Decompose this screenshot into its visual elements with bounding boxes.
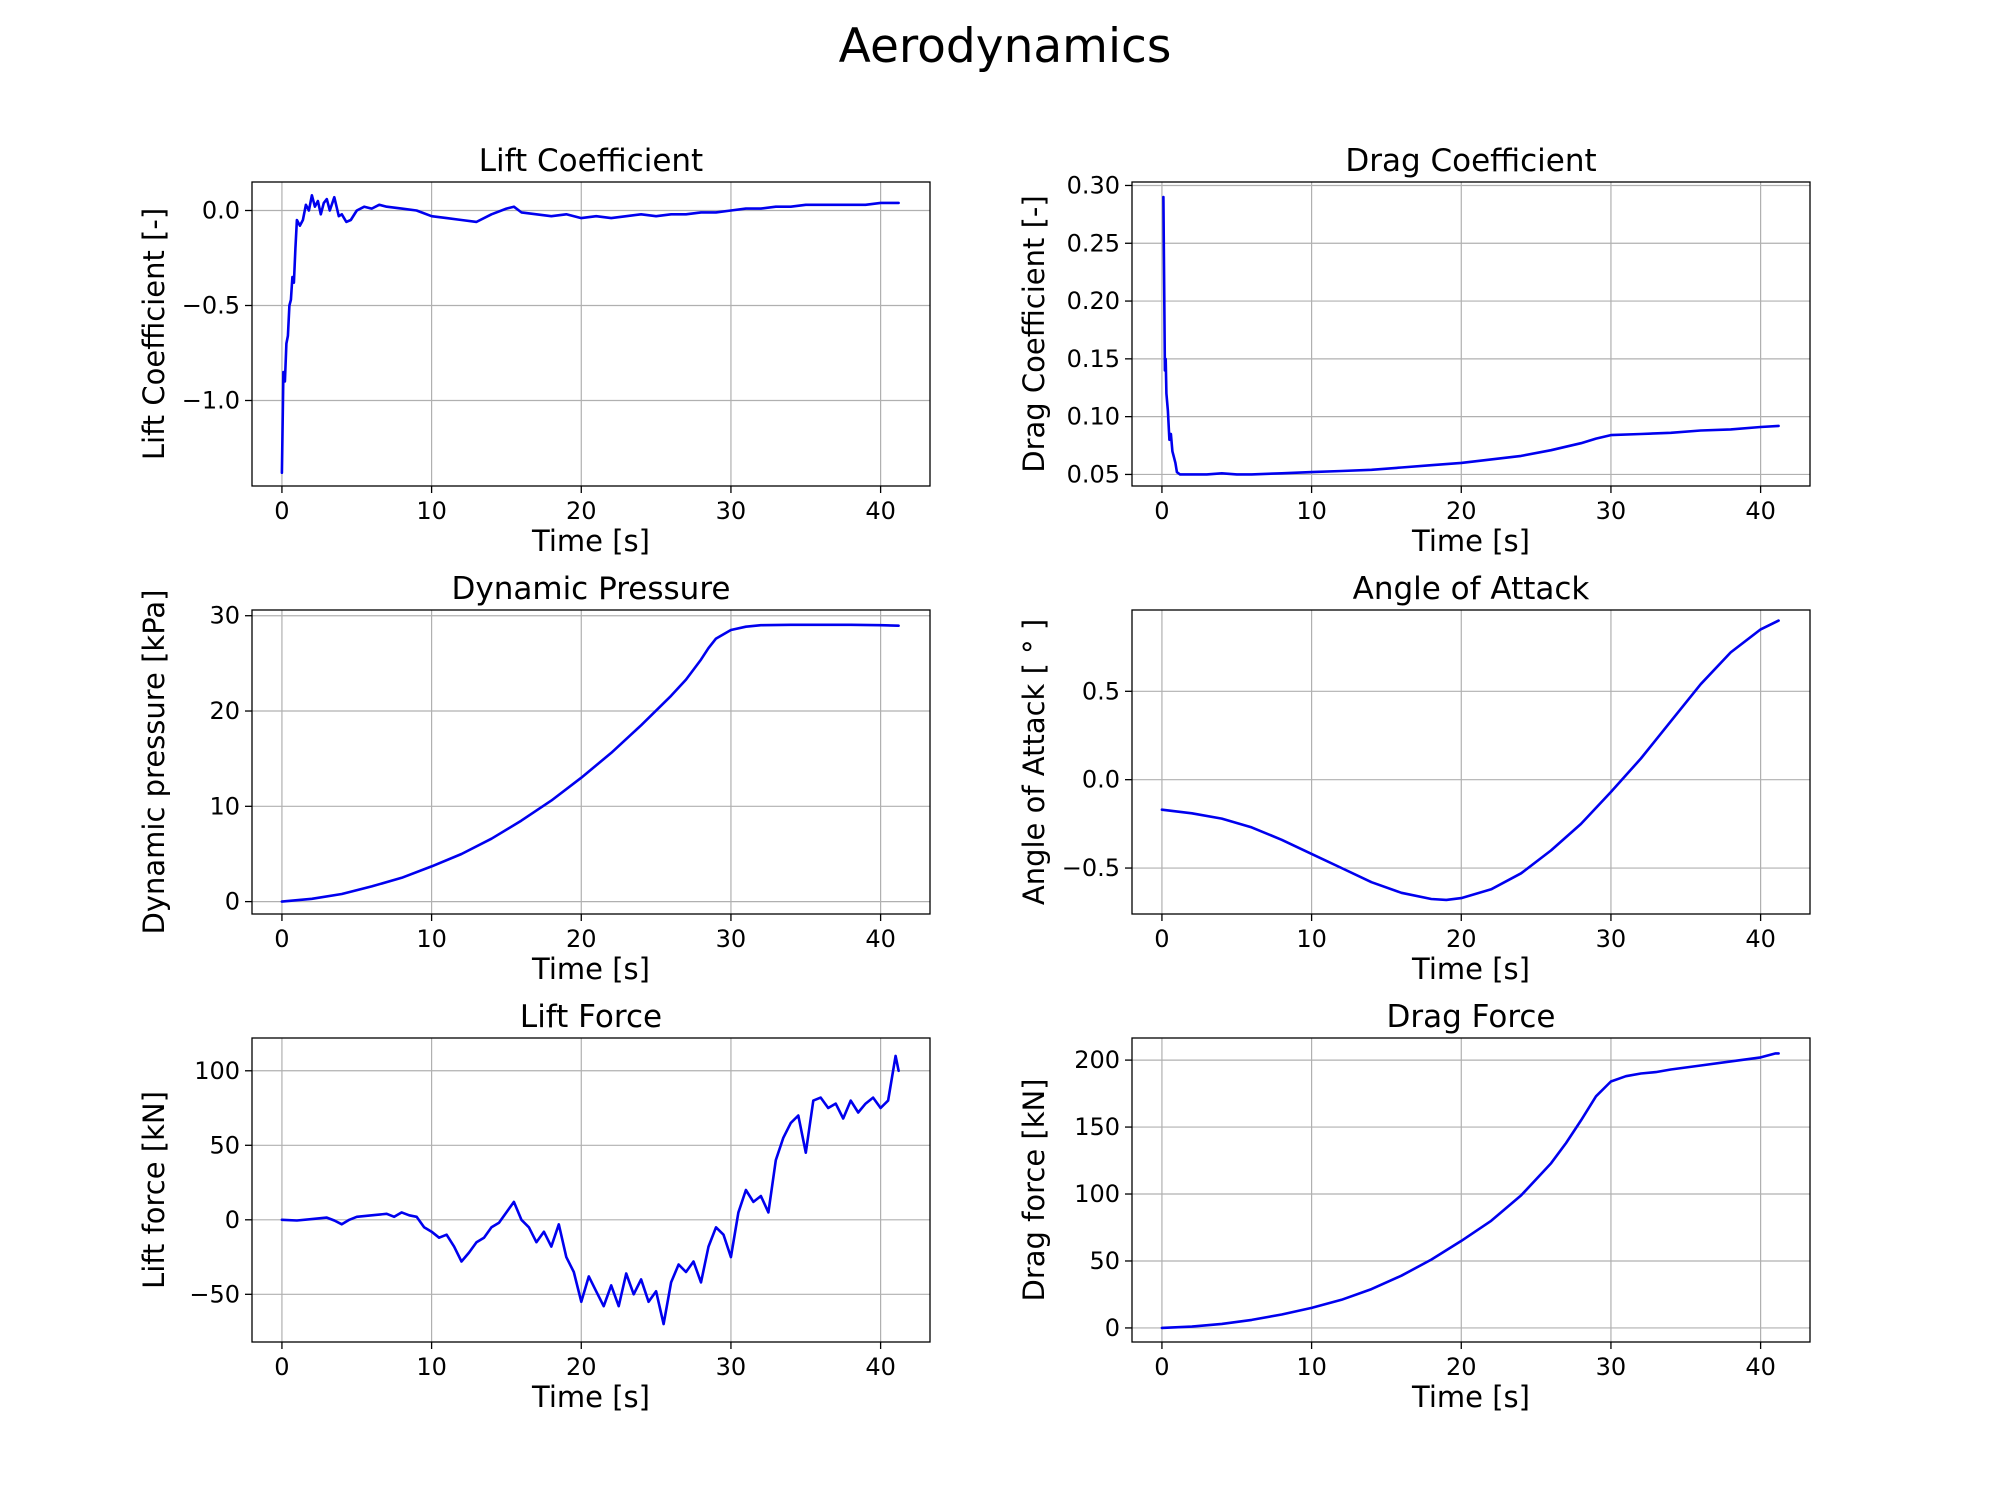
plot-frame (251, 181, 931, 487)
x-tick-label: 10 (1296, 1353, 1327, 1381)
x-axis-label: Time [s] (1411, 524, 1530, 558)
x-tick-label: 30 (1596, 497, 1627, 525)
y-tick-label: 0.05 (1067, 460, 1120, 488)
subplot-title: Lift Coefficient (479, 143, 703, 179)
y-tick-label: 10 (209, 792, 240, 820)
plot-frame (251, 1037, 931, 1343)
x-tick-label: 10 (416, 497, 447, 525)
y-tick-label: −0.5 (182, 292, 240, 320)
y-tick-label: −1.0 (182, 387, 240, 415)
y-axis-label: Angle of Attack [ ° ] (1017, 619, 1051, 905)
plot-frame (1131, 1037, 1811, 1343)
x-tick-label: 30 (716, 1353, 747, 1381)
panel-1: 0 10 20 30 40 0.0 −0.5 −1.0 Lift Coefficient Time… (137, 143, 931, 558)
panel-2: 0 10 20 30 40 0.05 0.10 0.15 0.20 0.25 0.30 Drag Co… (1017, 143, 1811, 558)
series-line (1160, 1052, 1780, 1330)
y-tick-label: 0.25 (1067, 229, 1120, 257)
x-axis-label: Time [s] (1411, 1380, 1530, 1414)
y-tick-label: 50 (209, 1131, 240, 1159)
x-tick-label: 0 (274, 497, 289, 525)
x-tick-label: 40 (865, 925, 896, 953)
series-line (1162, 195, 1780, 476)
x-tick-label: 30 (1596, 925, 1627, 953)
y-tick-label: 0.20 (1067, 287, 1120, 315)
y-tick-label: 100 (1074, 1180, 1120, 1208)
x-tick-label: 10 (1296, 925, 1327, 953)
x-axis-label: Time [s] (531, 1380, 650, 1414)
x-axis-label: Time [s] (1411, 952, 1530, 986)
y-tick-label: 20 (209, 697, 240, 725)
y-tick-label: 30 (209, 602, 240, 630)
panel-5: 0 10 20 30 40 −50 0 50 100 Lift Force Time [s] Lift… (137, 999, 931, 1414)
plot-frame (1131, 181, 1811, 487)
y-tick-label: 0.10 (1067, 403, 1120, 431)
x-tick-label: 40 (865, 497, 896, 525)
x-tick-label: 0 (1154, 925, 1169, 953)
subplot-title: Angle of Attack (1353, 571, 1590, 607)
panel-6: 0 10 20 30 40 0 50 100 150 200 Drag Force Time [s] D… (1017, 999, 1811, 1414)
series-line (1160, 619, 1780, 902)
subplot-title: Dynamic Pressure (452, 571, 731, 607)
x-tick-label: 40 (1745, 1353, 1776, 1381)
y-axis-label: Drag force [kN] (1017, 1078, 1051, 1301)
x-tick-label: 20 (1446, 497, 1477, 525)
y-tick-label: 100 (194, 1057, 240, 1085)
y-tick-label: 0 (225, 1206, 240, 1234)
x-tick-label: 20 (566, 925, 597, 953)
y-axis-label: Lift force [kN] (137, 1091, 171, 1289)
x-tick-label: 10 (416, 1353, 447, 1381)
y-tick-label: 150 (1074, 1113, 1120, 1141)
x-tick-label: 0 (1154, 497, 1169, 525)
x-tick-label: 0 (1154, 1353, 1169, 1381)
y-axis-label: Dynamic pressure [kPa] (137, 590, 171, 935)
subplot-title: Lift Force (520, 999, 662, 1035)
y-tick-label: 50 (1089, 1247, 1120, 1275)
y-tick-label: 0.5 (1082, 677, 1120, 705)
panel-3: 0 10 20 30 40 0 10 20 30 Dynamic Pressure Time [s]… (137, 571, 931, 986)
x-tick-label: 20 (566, 497, 597, 525)
y-axis-label: Lift Coefficient [-] (137, 208, 171, 460)
y-tick-label: 0.0 (1082, 766, 1120, 794)
subplot-grid: 0 10 20 30 40 0.0 −0.5 −1.0 Lift Coefficient Time… (137, 143, 1811, 1414)
subplot-title: Drag Force (1386, 999, 1555, 1035)
x-tick-label: 20 (1446, 1353, 1477, 1381)
x-tick-label: 0 (274, 1353, 289, 1381)
y-tick-label: 0.15 (1067, 345, 1120, 373)
plot-frame (251, 609, 931, 915)
y-axis-label: Drag Coefficient [-] (1017, 195, 1051, 472)
series-line (280, 194, 900, 474)
x-tick-label: 10 (1296, 497, 1327, 525)
x-tick-label: 40 (865, 1353, 896, 1381)
y-tick-label: 0.30 (1067, 171, 1120, 199)
x-axis-label: Time [s] (531, 952, 650, 986)
y-tick-label: 0 (225, 888, 240, 916)
x-tick-label: 0 (274, 925, 289, 953)
plot-frame (1131, 609, 1811, 915)
y-tick-label: 0.0 (202, 197, 240, 225)
x-tick-label: 40 (1745, 925, 1776, 953)
x-tick-label: 30 (716, 497, 747, 525)
y-tick-label: −0.5 (1062, 854, 1120, 882)
figure-title: Aerodynamics (839, 19, 1172, 74)
y-tick-label: 0 (1105, 1314, 1120, 1342)
x-tick-label: 30 (1596, 1353, 1627, 1381)
x-tick-label: 40 (1745, 497, 1776, 525)
x-tick-label: 30 (716, 925, 747, 953)
x-axis-label: Time [s] (531, 524, 650, 558)
series-line (280, 1054, 900, 1326)
panel-4: 0 10 20 30 40 −0.5 0.0 0.5 Angle of Attack Time [… (1017, 571, 1811, 986)
y-tick-label: −50 (189, 1280, 240, 1308)
x-tick-label: 20 (1446, 925, 1477, 953)
subplot-title: Drag Coefficient (1345, 143, 1596, 179)
x-tick-label: 10 (416, 925, 447, 953)
series-line (280, 623, 900, 903)
x-tick-label: 20 (566, 1353, 597, 1381)
y-tick-label: 200 (1074, 1046, 1120, 1074)
